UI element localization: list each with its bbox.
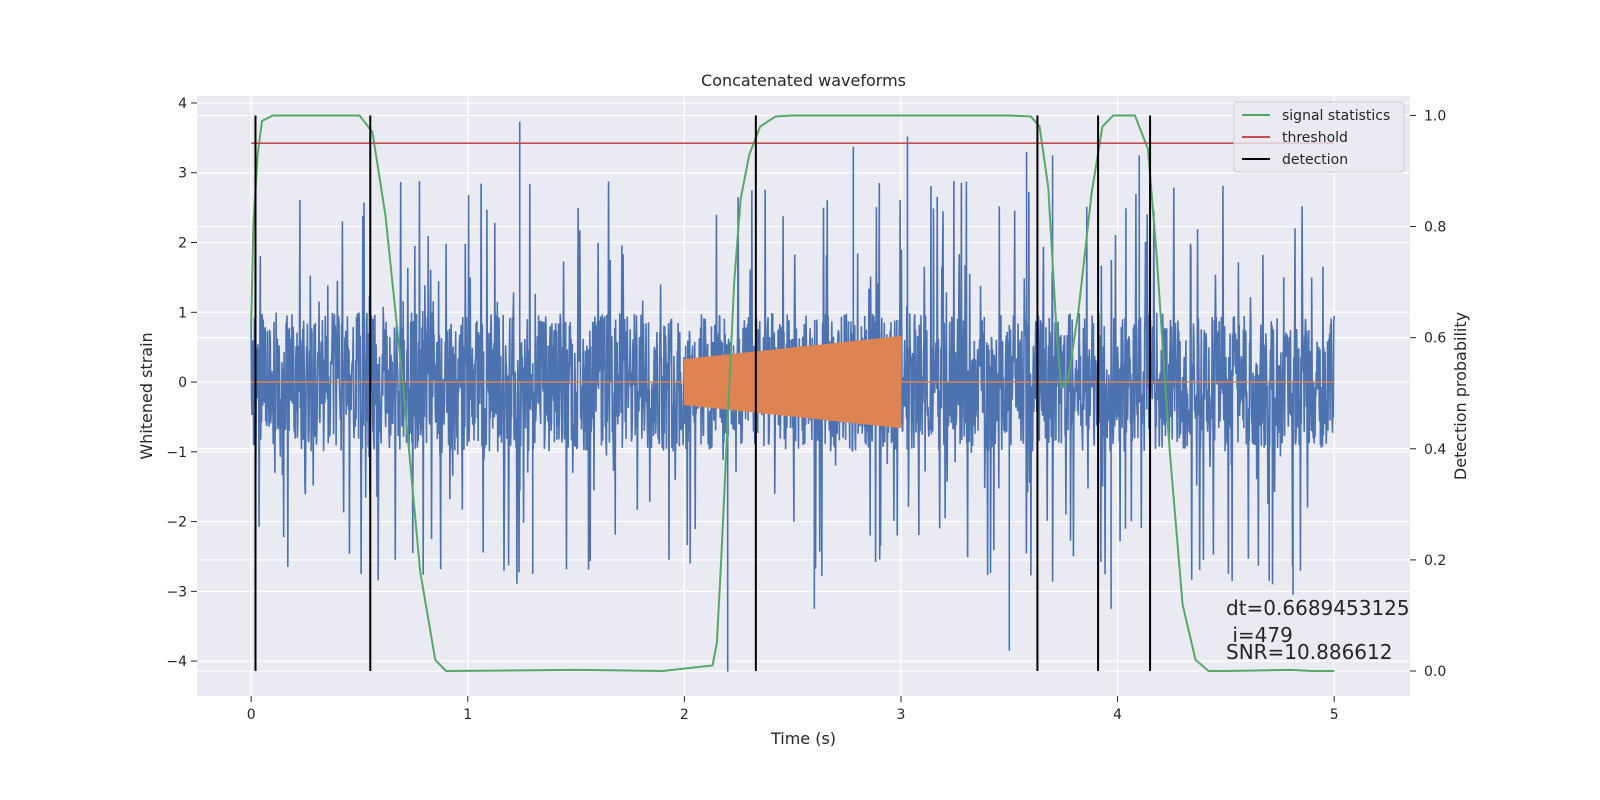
x-tick-label: 2 <box>680 707 689 723</box>
annotation-index: i=479 <box>1226 623 1293 647</box>
y2-tick-label: 0.0 <box>1424 664 1446 680</box>
x-tick-label: 4 <box>1113 707 1122 723</box>
y2-tick-label: 0.6 <box>1424 331 1446 347</box>
x-tick-label: 3 <box>897 707 906 723</box>
chirp-waveform-line <box>251 335 1335 429</box>
y2-axis-label: Detection probability <box>1451 312 1470 480</box>
y-tick-label: −2 <box>166 515 187 531</box>
annotations: dt=0.6689453125 i=479 SNR=10.886612 <box>1226 596 1410 664</box>
y-axis-right: 0.0 0.2 0.4 0.6 0.8 1.0 <box>1410 108 1446 680</box>
annotation-snr: SNR=10.886612 <box>1226 640 1392 664</box>
y-tick-label: 1 <box>178 305 187 321</box>
annotation-dt: dt=0.6689453125 <box>1226 596 1410 620</box>
y-tick-label: 0 <box>178 375 187 391</box>
y2-tick-label: 0.4 <box>1424 442 1446 458</box>
x-tick-label: 0 <box>247 707 256 723</box>
y2-tick-label: 0.2 <box>1424 553 1446 569</box>
signal-statistics-line <box>250 114 1335 672</box>
y-axis-label: Whitened strain <box>137 332 156 459</box>
y-tick-label: 3 <box>178 166 187 182</box>
y-tick-label: 2 <box>178 236 187 252</box>
y-axis-left: −4 −3 −2 −1 0 1 2 3 4 <box>166 96 197 670</box>
detection-lines <box>254 115 1152 671</box>
x-axis: 0 1 2 3 4 5 <box>247 696 1339 723</box>
plot-content <box>250 114 1335 672</box>
legend-label: threshold <box>1282 130 1348 146</box>
y-tick-label: −1 <box>166 445 187 461</box>
y2-tick-label: 1.0 <box>1424 108 1446 124</box>
x-tick-label: 1 <box>463 707 472 723</box>
x-tick-label: 5 <box>1330 707 1339 723</box>
chart-title: Concatenated waveforms <box>701 71 906 90</box>
legend-box <box>1233 101 1405 173</box>
x-axis-label: Time (s) <box>770 729 836 748</box>
y-tick-label: −3 <box>166 584 187 600</box>
y-tick-label: −4 <box>166 654 187 670</box>
legend: signal statistics threshold detection <box>1233 101 1405 173</box>
legend-label: detection <box>1282 152 1348 168</box>
legend-label: signal statistics <box>1282 108 1390 124</box>
y2-tick-label: 0.8 <box>1424 220 1446 236</box>
y-tick-label: 4 <box>178 96 187 112</box>
